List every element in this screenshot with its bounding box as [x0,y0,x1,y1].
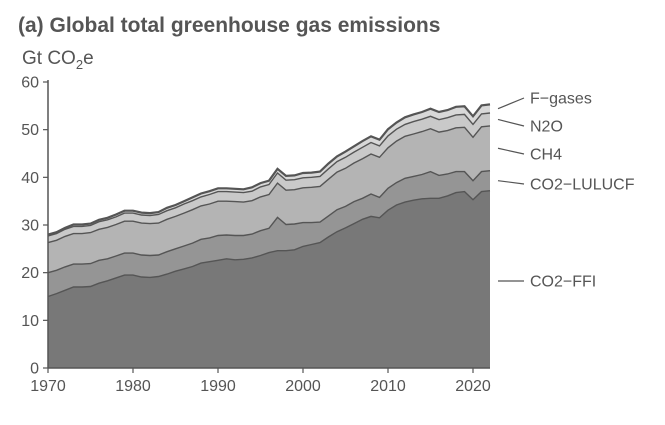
x-tick-label: 1970 [30,378,66,395]
y-tick-label: 20 [21,265,39,282]
x-tick-label: 2020 [455,378,491,395]
y-axis-unit: Gt CO2e [22,48,94,72]
series-label: CO2−LULUCF [530,177,635,194]
y-tick-label: 40 [21,170,39,187]
x-tick-label: 2000 [285,378,321,395]
y-tick-label: 10 [21,313,39,330]
x-tick-label: 1980 [115,378,151,395]
boundary-line-ch4 [47,125,491,244]
boundary-line-co2-lulucf [47,170,491,274]
boundary-line-n2o [47,112,491,237]
y-tick-label: 60 [21,75,39,92]
chart-title: (a) Global total greenhouse gas emission… [18,14,441,37]
label-leader-line [497,97,525,110]
area-co2-ffi [48,190,490,368]
boundary-line-f-gases [47,103,491,236]
label-leader-line [497,147,525,155]
y-tick-label: 30 [21,218,39,235]
y-tick-label: 50 [21,122,39,139]
series-label: N2O [530,119,563,136]
area-n2o [48,113,490,243]
series-label: CO2−FFI [530,274,596,291]
stacked-areas [47,103,491,368]
boundary-line-co2-ffi [47,190,491,298]
area-ch4 [48,125,490,273]
area-co2-lulucf [48,170,490,297]
series-label: CH4 [530,147,562,164]
label-leader-line [497,180,525,185]
y-tick-label: 0 [30,361,39,378]
x-tick-label: 2010 [370,378,406,395]
series-labels: F−gases N2O CH4 CO2−LULUCF CO2−FFI [497,91,635,291]
axes: 0 10 20 30 40 50 60 1970 1980 1990 2000 2010 2020 [21,75,491,396]
label-leader-line [497,118,525,127]
x-tick-label: 1990 [200,378,236,395]
series-label: F−gases [530,91,592,108]
